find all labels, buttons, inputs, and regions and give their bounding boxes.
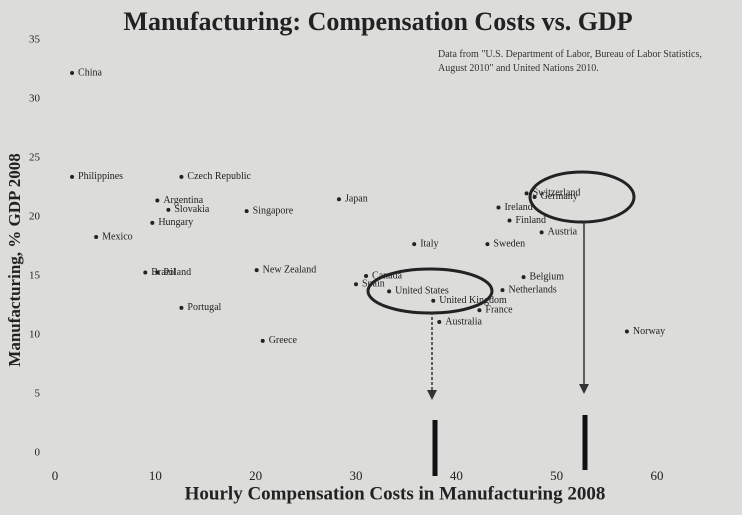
point <box>179 174 184 179</box>
point <box>485 242 490 247</box>
point-label: Belgium <box>530 271 565 282</box>
point <box>477 308 482 313</box>
point <box>524 191 529 196</box>
point-label: Norway <box>633 326 665 337</box>
point-label: Portugal <box>187 302 221 313</box>
x-tick-label: 60 <box>651 468 664 483</box>
point-label: Sweden <box>493 238 525 249</box>
point <box>260 338 265 343</box>
point-label: Mexico <box>102 231 133 242</box>
point <box>179 305 184 310</box>
point-label: Austria <box>548 227 578 238</box>
point <box>70 174 75 179</box>
x-tick-label: 30 <box>350 468 363 483</box>
x-tick-label: 40 <box>450 468 463 483</box>
point <box>143 270 148 275</box>
point <box>155 270 160 275</box>
y-tick-label: 15 <box>29 270 41 282</box>
point-label: Netherlands <box>508 284 556 295</box>
highlight-ellipse <box>528 170 636 224</box>
point <box>496 205 501 210</box>
point-label: Philippines <box>78 171 123 182</box>
point-label: Japan <box>345 194 368 205</box>
point-label: Poland <box>163 267 191 278</box>
x-tick-label: 20 <box>249 468 262 483</box>
point <box>624 329 629 334</box>
point <box>532 194 537 199</box>
point-label: United States <box>395 286 449 297</box>
point <box>539 230 544 235</box>
point-label: Canada <box>372 270 403 281</box>
point <box>70 71 75 76</box>
point <box>521 275 526 280</box>
y-axis-label: Manufacturing, % GDP 2008 <box>5 153 24 366</box>
point <box>500 288 505 293</box>
point-label: Argentina <box>163 195 203 206</box>
point <box>412 242 417 247</box>
y-tick-label: 25 <box>29 152 41 164</box>
y-tick-label: 0 <box>35 447 41 459</box>
point <box>155 198 160 203</box>
point-label: Ireland <box>504 202 532 213</box>
point-label: Greece <box>269 335 298 346</box>
point <box>166 207 171 212</box>
x-tick-label: 10 <box>149 468 162 483</box>
arrow-head <box>427 390 437 400</box>
point-label: France <box>485 305 513 316</box>
point <box>336 197 341 202</box>
point <box>364 274 369 278</box>
point <box>437 320 442 325</box>
chart-title: Manufacturing: Compensation Costs vs. GD… <box>123 7 632 36</box>
point-label: United Kingdom <box>439 295 507 306</box>
source-note: Data from "U.S. Department of Labor, Bur… <box>438 49 702 74</box>
x-axis-label: Hourly Compensation Costs in Manufacturi… <box>185 483 606 504</box>
point-label: Czech Republic <box>187 171 251 182</box>
point <box>507 218 512 223</box>
point-label: Hungary <box>158 217 193 228</box>
point <box>254 268 259 273</box>
point-label: Switzerland <box>533 188 581 199</box>
point-label: Brazil <box>151 267 176 278</box>
point <box>431 298 436 303</box>
point-label: Finland <box>516 215 547 226</box>
point-label: Slovakia <box>174 204 210 215</box>
highlight-ellipse <box>366 267 494 315</box>
point-label: Singapore <box>253 205 294 216</box>
y-tick-label: 20 <box>29 211 41 223</box>
y-tick-label: 10 <box>29 329 41 341</box>
y-tick-label: 30 <box>29 93 41 105</box>
x-tick-label: 0 <box>52 468 59 483</box>
point-label: Germany <box>541 191 578 202</box>
point <box>150 220 155 225</box>
y-tick-label: 35 <box>29 34 41 46</box>
y-tick-label: 5 <box>35 388 41 400</box>
point <box>94 235 99 240</box>
point-label: New Zealand <box>263 264 317 275</box>
x-tick-label: 50 <box>550 468 563 483</box>
point-label: Italy <box>420 238 438 249</box>
point <box>354 282 358 287</box>
arrow-head <box>579 384 589 394</box>
point-label: Australia <box>445 316 482 327</box>
point <box>387 289 392 294</box>
point <box>244 209 249 214</box>
point-label: China <box>78 67 102 78</box>
point-label: Spain <box>362 279 385 290</box>
